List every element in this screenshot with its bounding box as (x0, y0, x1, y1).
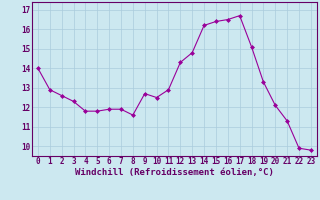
X-axis label: Windchill (Refroidissement éolien,°C): Windchill (Refroidissement éolien,°C) (75, 168, 274, 177)
